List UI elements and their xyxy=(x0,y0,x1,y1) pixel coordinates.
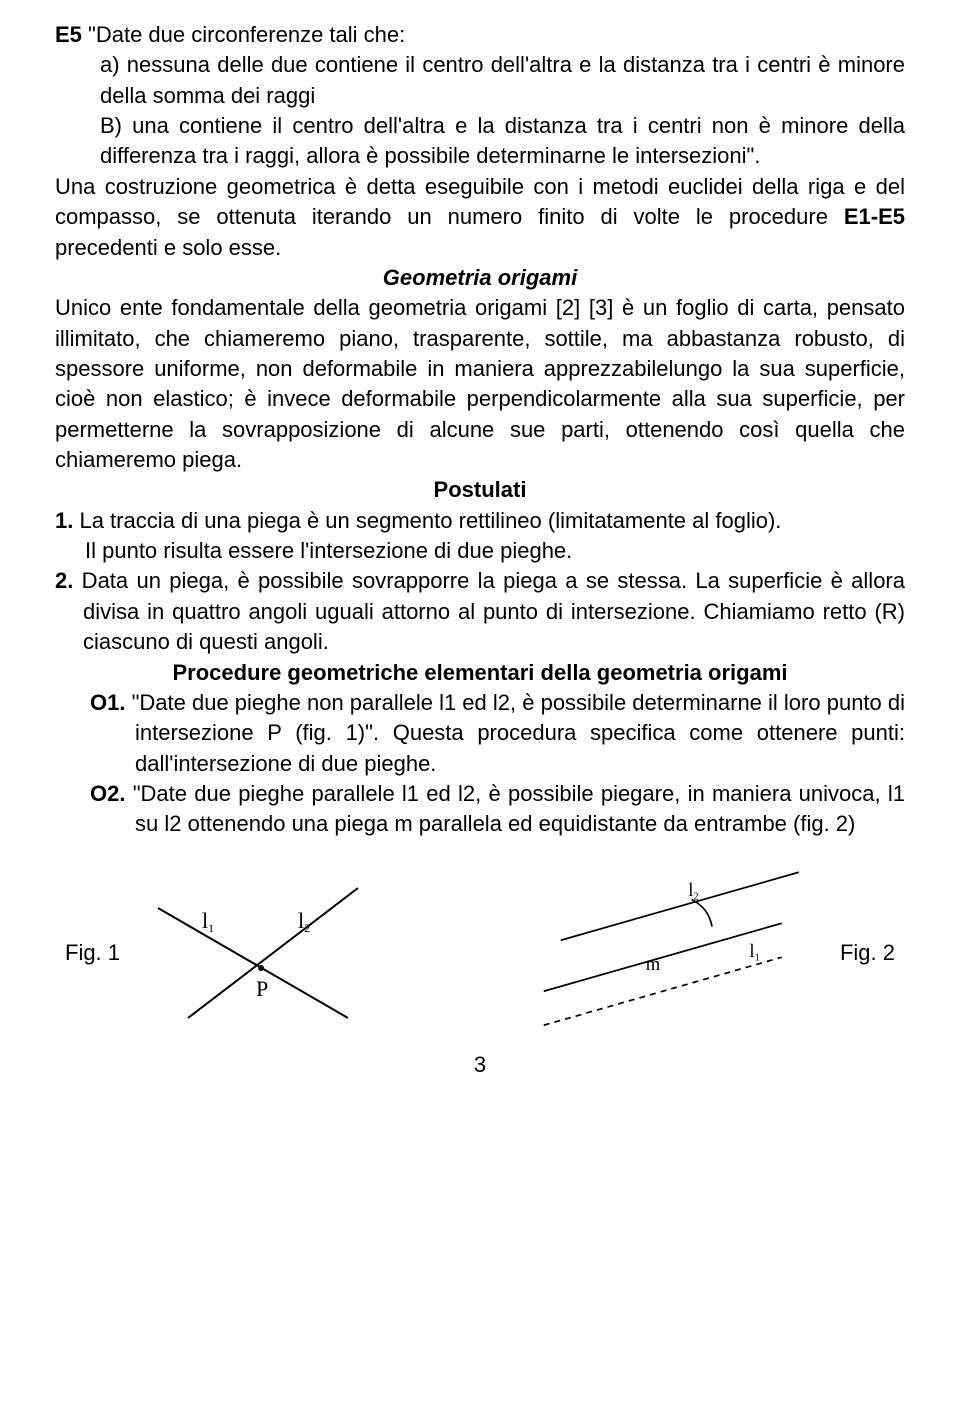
heading-procedure: Procedure geometriche elementari della g… xyxy=(55,658,905,688)
postulate-2: 2. Data un piega, è possibile sovrapporr… xyxy=(55,566,905,657)
e5-option-b: B) una contiene il centro dell'altra e l… xyxy=(55,111,905,172)
post1-line1: La traccia di una piega è un segmento re… xyxy=(73,508,781,533)
figure-2-diagram: l2 m l1 xyxy=(502,868,832,1038)
svg-text:l2: l2 xyxy=(688,880,698,902)
post2-num: 2. xyxy=(55,568,73,593)
procedure-o1: O1. "Date due pieghe non parallele l1 ed… xyxy=(55,688,905,779)
construction-paragraph: Una costruzione geometrica è detta esegu… xyxy=(55,172,905,263)
o2-text: "Date due pieghe parallele l1 ed l2, è p… xyxy=(125,781,905,836)
procedure-o2: O2. "Date due pieghe parallele l1 ed l2,… xyxy=(55,779,905,840)
e5-option-a: a) nessuna delle due contiene il centro … xyxy=(55,50,905,111)
heading-postulati: Postulati xyxy=(55,475,905,505)
figure-1-label: Fig. 1 xyxy=(65,938,120,968)
figure-1-diagram: l1 l2 P xyxy=(128,878,388,1028)
figure-1-cell: Fig. 1 l1 l2 P xyxy=(65,868,388,1038)
origami-paragraph: Unico ente fondamentale della geometria … xyxy=(55,293,905,475)
figure-2-label: Fig. 2 xyxy=(840,938,895,968)
svg-text:l2: l2 xyxy=(298,908,310,935)
page-number: 3 xyxy=(55,1050,905,1080)
heading-geometria-origami: Geometria origami xyxy=(55,263,905,293)
postulate-1: 1. La traccia di una piega è un segmento… xyxy=(55,506,905,536)
svg-text:l1: l1 xyxy=(202,908,214,935)
figure-2-cell: l2 m l1 Fig. 2 xyxy=(502,868,895,1038)
constr-text-2: precedenti e solo esse. xyxy=(55,235,281,260)
svg-text:l1: l1 xyxy=(749,941,759,963)
o1-num: O1. xyxy=(90,690,125,715)
figures-container: Fig. 1 l1 l2 P l2 m l1 Fig. 2 xyxy=(55,868,905,1038)
e5-intro-text: "Date due circonferenze tali che: xyxy=(82,22,405,47)
e5-label: E5 xyxy=(55,22,82,47)
svg-text:m: m xyxy=(646,954,661,975)
svg-text:P: P xyxy=(256,976,268,1001)
o2-num: O2. xyxy=(90,781,125,806)
e5-intro: E5 "Date due circonferenze tali che: xyxy=(55,20,905,50)
post1-num: 1. xyxy=(55,508,73,533)
constr-bold: E1-E5 xyxy=(844,204,905,229)
postulate-1-cont: Il punto risulta essere l'intersezione d… xyxy=(55,536,905,566)
post2-text: Data un piega, è possibile sovrapporre l… xyxy=(73,568,905,654)
constr-text-1: Una costruzione geometrica è detta esegu… xyxy=(55,174,905,229)
o1-text: "Date due pieghe non parallele l1 ed l2,… xyxy=(125,690,905,776)
